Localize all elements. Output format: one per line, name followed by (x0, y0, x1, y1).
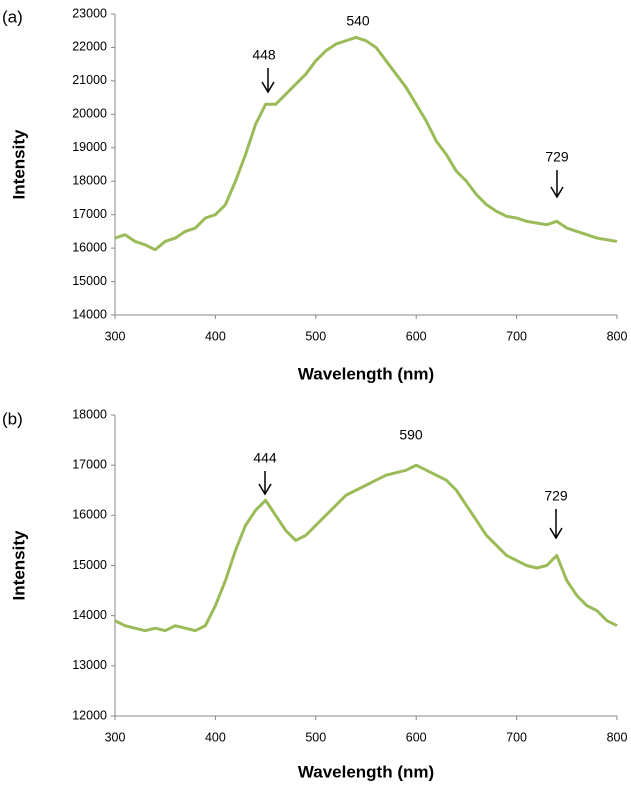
y-tick-label: 14000 (72, 307, 107, 321)
y-tick-label: 16000 (72, 240, 107, 254)
arrow-head (258, 483, 272, 496)
y-tick-label: 22000 (72, 40, 107, 54)
y-tick-label: 23000 (72, 6, 107, 20)
annotation: 590 (399, 427, 423, 443)
x-tick-label: 500 (305, 730, 326, 744)
y-tick-label: 15000 (72, 274, 107, 288)
y-tick-label: 12000 (72, 708, 107, 722)
y-tick-label: 21000 (72, 73, 107, 87)
arrow-head (261, 81, 275, 94)
x-tick-label: 800 (607, 329, 628, 343)
arrow-head (549, 527, 563, 540)
annotation: 448 (252, 47, 276, 63)
x-tick-label: 500 (305, 329, 326, 343)
annotation: 729 (545, 149, 569, 165)
y-tick-label: 17000 (72, 457, 107, 471)
panel-label: (a) (2, 7, 23, 26)
y-tick-label: 18000 (72, 174, 107, 188)
y-tick-label: 18000 (72, 407, 107, 421)
x-tick-label: 400 (205, 329, 226, 343)
y-tick-label: 19000 (72, 140, 107, 154)
y-axis-title: Intensity (9, 129, 28, 199)
x-tick-label: 600 (406, 730, 427, 744)
data-line (114, 463, 618, 633)
y-tick-label: 17000 (72, 207, 107, 221)
x-tick-label: 300 (105, 329, 126, 343)
x-tick-label: 600 (406, 329, 427, 343)
y-axis-title: Intensity (9, 530, 28, 600)
x-axis-title: Wavelength (nm) (298, 762, 434, 781)
x-tick-label: 300 (105, 730, 126, 744)
annotation: 540 (346, 13, 370, 29)
annotation: 444 (253, 450, 277, 466)
y-tick-label: 20000 (72, 107, 107, 121)
arrow-head (550, 186, 564, 199)
y-tick-label: 16000 (72, 508, 107, 522)
data-line (114, 35, 618, 252)
x-tick-label: 400 (205, 730, 226, 744)
y-tick-label: 13000 (72, 658, 107, 672)
panel-label: (b) (2, 409, 23, 428)
annotation: 729 (544, 488, 568, 504)
x-tick-label: 700 (506, 730, 527, 744)
x-tick-label: 800 (607, 730, 628, 744)
x-tick-label: 700 (506, 329, 527, 343)
x-axis-title: Wavelength (nm) (298, 364, 434, 383)
y-tick-label: 14000 (72, 608, 107, 622)
y-tick-label: 15000 (72, 558, 107, 572)
